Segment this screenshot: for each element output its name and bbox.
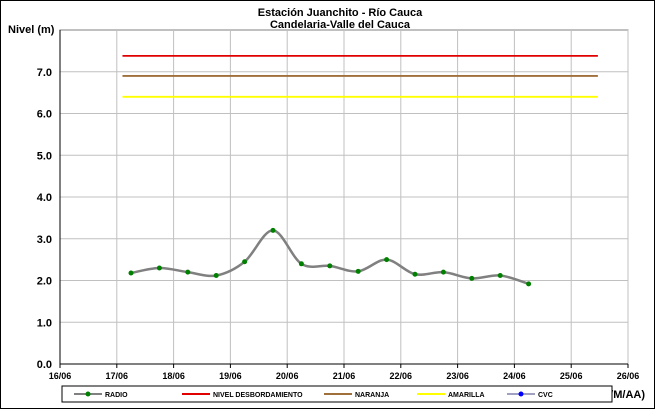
- data-point: [298, 261, 304, 267]
- legend-label: CVC: [538, 392, 553, 399]
- y-tick-label: 6.0: [37, 109, 52, 121]
- data-point: [355, 268, 361, 274]
- y-tick-label: 4.0: [37, 192, 52, 204]
- data-point: [412, 271, 418, 277]
- y-tick-label: 7.0: [37, 67, 52, 79]
- data-point: [270, 227, 276, 233]
- y-tick-label: 3.0: [37, 234, 52, 246]
- data-point: [384, 257, 390, 263]
- data-point: [497, 272, 503, 278]
- chart-title: Estación Juanchito - Río Cauca: [258, 7, 423, 19]
- legend-label: RADIO: [105, 392, 128, 399]
- data-point: [185, 269, 191, 275]
- x-tick-label: 18/06: [162, 371, 185, 381]
- x-tick-label: 22/06: [390, 371, 413, 381]
- y-tick-label: 0.0: [37, 359, 52, 371]
- data-point: [242, 259, 248, 265]
- x-tick-label: 21/06: [333, 371, 356, 381]
- chart-subtitle: Candelaria-Valle del Cauca: [270, 19, 411, 31]
- x-tick-label: 17/06: [106, 371, 129, 381]
- x-tick-label: 20/06: [276, 371, 299, 381]
- x-tick-label: 23/06: [446, 371, 469, 381]
- y-tick-label: 1.0: [37, 317, 52, 329]
- data-point: [327, 263, 333, 269]
- data-point: [213, 272, 219, 278]
- x-tick-label: 24/06: [503, 371, 526, 381]
- x-tick-label: 16/06: [49, 371, 72, 381]
- y-axis-label: Nivel (m): [8, 24, 55, 36]
- data-point: [440, 269, 446, 275]
- legend-label: NIVEL DESBORDAMIENTO: [213, 392, 303, 399]
- legend-label: NARANJA: [355, 392, 389, 399]
- data-point: [526, 281, 532, 287]
- y-tick-label: 2.0: [37, 276, 52, 288]
- x-tick-label: 26/06: [617, 371, 640, 381]
- x-tick-label: 25/06: [560, 371, 583, 381]
- data-point: [128, 270, 134, 276]
- x-tick-label: 19/06: [219, 371, 242, 381]
- y-tick-label: 5.0: [37, 150, 52, 162]
- data-point: [469, 275, 475, 281]
- data-point: [156, 265, 162, 271]
- legend-marker: [518, 391, 524, 397]
- legend-label: AMARILLA: [448, 392, 485, 399]
- legend-marker: [85, 391, 91, 397]
